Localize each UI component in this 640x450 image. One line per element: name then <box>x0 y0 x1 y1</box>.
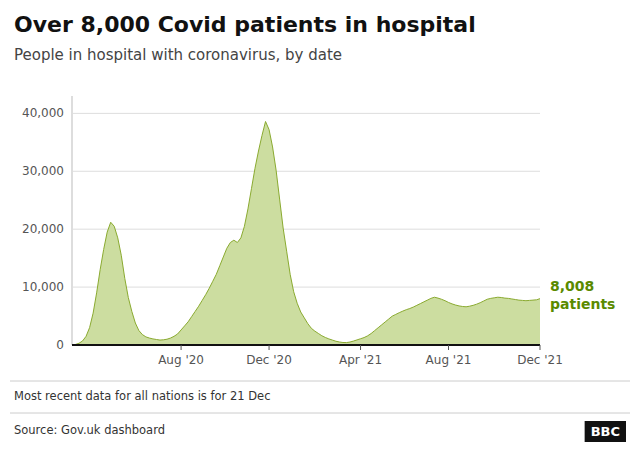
area-line <box>72 121 540 345</box>
grid-line <box>72 287 540 288</box>
y-tick-label: 10,000 <box>22 280 64 294</box>
grid <box>72 113 540 287</box>
source: Source: Gov.uk dashboard <box>14 423 165 437</box>
grid-line <box>72 229 540 230</box>
area-fill <box>72 121 540 345</box>
chart: Over 8,000 Covid patients in hospital Peo… <box>0 0 640 450</box>
x-tick-label: Aug '20 <box>158 353 204 367</box>
x-tick-label: Apr '21 <box>339 353 382 367</box>
background <box>0 0 640 450</box>
x-tick <box>269 345 270 350</box>
y-axis-line <box>72 96 73 345</box>
x-tick <box>540 345 541 350</box>
y-tick-label: 20,000 <box>22 222 64 236</box>
x-tick-label: Aug '21 <box>426 353 472 367</box>
subtitle: People in hospital with coronavirus, by … <box>14 46 342 64</box>
x-tick-label: Dec '20 <box>246 353 292 367</box>
data-layer <box>72 121 540 345</box>
annotation: patients <box>550 296 615 312</box>
grid-line <box>72 113 540 114</box>
footer-separator <box>10 381 630 382</box>
x-tick <box>360 345 361 350</box>
x-tick <box>448 345 449 350</box>
grid-line <box>72 171 540 172</box>
footer-separator <box>10 413 630 414</box>
y-tick-label: 0 <box>56 338 64 352</box>
logo-box <box>585 421 626 442</box>
footer-note: Most recent data for all nations is for … <box>14 389 271 403</box>
annotation: 8,008 <box>550 278 594 294</box>
title: Over 8,000 Covid patients in hospital <box>14 12 476 37</box>
logo-text: BBC <box>591 424 620 439</box>
baseline <box>72 344 540 346</box>
logo: BBC <box>585 421 626 442</box>
x-tick-label: Dec '21 <box>517 353 563 367</box>
y-tick-label: 30,000 <box>22 164 64 178</box>
x-tick <box>181 345 182 350</box>
y-tick-label: 40,000 <box>22 106 64 120</box>
